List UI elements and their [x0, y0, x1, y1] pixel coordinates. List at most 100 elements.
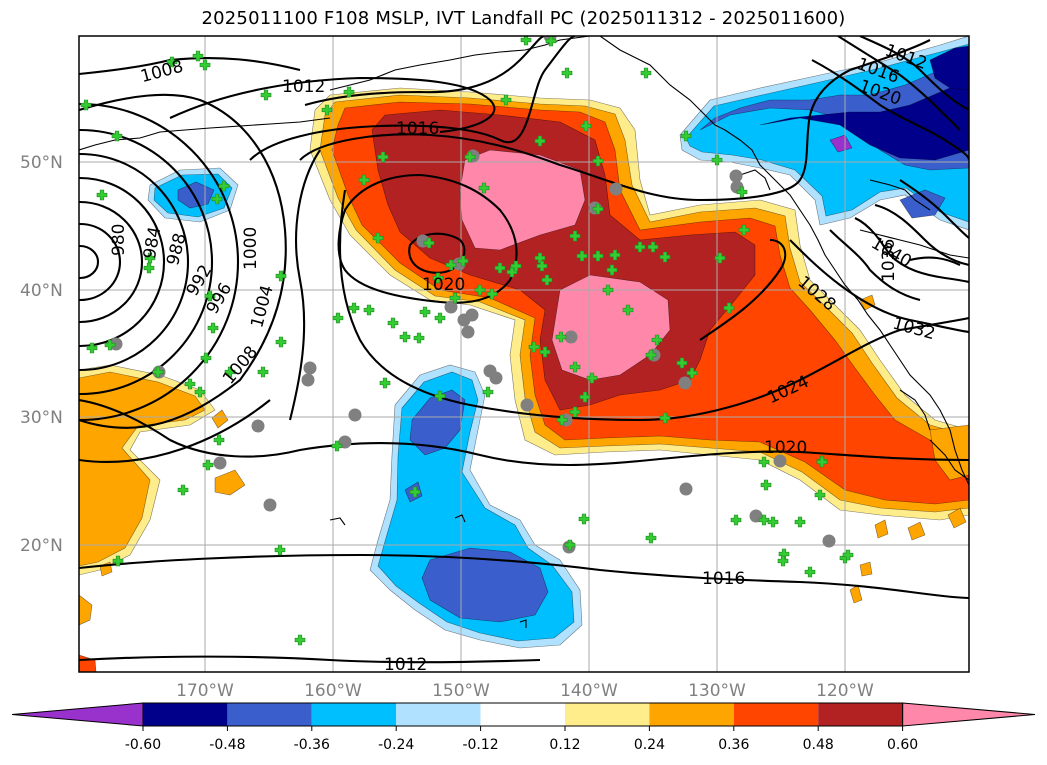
latitude-labels: 50°N 40°N 30°N 20°N: [20, 153, 63, 556]
station-cross-marker: [192, 50, 204, 62]
station-cross-marker: [111, 130, 123, 142]
lon-label: 160°W: [304, 681, 362, 701]
station-cross-marker: [760, 479, 772, 491]
mslp-contours: [79, 36, 969, 664]
station-markers: [80, 36, 854, 646]
station-cross-marker: [104, 339, 116, 351]
colorbar-segment: [733, 703, 819, 726]
station-circle-marker: [109, 337, 123, 351]
station-circle-marker: [465, 308, 479, 322]
station-circle-marker: [679, 482, 693, 496]
map-title: 2025011100 F108 MSLP, IVT Landfall PC (2…: [201, 8, 846, 29]
station-cross-marker: [569, 230, 581, 242]
station-cross-marker: [177, 484, 189, 496]
station-cross-marker: [434, 390, 446, 402]
station-cross-marker: [321, 104, 333, 116]
station-cross-marker: [767, 516, 779, 528]
station-circle-marker: [461, 325, 475, 339]
station-circle-marker: [773, 454, 787, 468]
station-cross-marker: [541, 274, 553, 286]
contour-label: 980: [109, 224, 129, 256]
colorbar-tick-label: -0.24: [378, 737, 414, 753]
station-cross-marker: [275, 336, 287, 348]
station-cross-marker: [622, 304, 634, 316]
lat-label: 30°N: [20, 408, 63, 428]
station-cross-marker: [207, 322, 219, 334]
colorbar-extend-left: [11, 702, 144, 727]
lon-label: 120°W: [816, 681, 874, 701]
station-cross-marker: [423, 237, 435, 249]
station-cross-marker: [816, 456, 828, 468]
station-cross-marker: [545, 36, 557, 47]
station-cross-marker: [576, 250, 588, 262]
station-cross-marker: [377, 151, 389, 163]
station-cross-marker: [686, 367, 698, 379]
station-cross-marker: [534, 135, 546, 147]
colorbar-tick-label: -0.48: [209, 737, 245, 753]
station-cross-marker: [482, 386, 494, 398]
station-cross-marker: [640, 67, 652, 79]
contour-label: 1016: [702, 569, 745, 589]
station-cross-marker: [332, 312, 344, 324]
station-cross-marker: [434, 312, 446, 324]
station-circle-marker: [609, 182, 623, 196]
colorbar-tick-label: 0.60: [887, 737, 918, 753]
station-cross-marker: [602, 284, 614, 296]
station-cross-marker: [457, 255, 469, 267]
station-circle-marker: [263, 498, 277, 512]
station-cross-marker: [213, 434, 225, 446]
station-cross-marker: [645, 532, 657, 544]
station-circle-marker: [348, 408, 362, 422]
station-cross-marker: [539, 346, 551, 358]
station-cross-marker: [569, 406, 581, 418]
station-cross-marker: [257, 366, 269, 378]
station-cross-marker: [500, 94, 512, 106]
station-cross-marker: [224, 366, 236, 378]
station-cross-marker: [556, 414, 568, 426]
station-cross-marker: [680, 130, 692, 142]
station-cross-marker: [647, 241, 659, 253]
colorbar-segment: [480, 703, 565, 726]
lon-label: 150°W: [432, 681, 490, 701]
station-cross-marker: [758, 456, 770, 468]
lon-label: 130°W: [688, 681, 746, 701]
station-cross-marker: [528, 341, 540, 353]
station-cross-marker: [218, 180, 230, 192]
map-frame: [78, 35, 970, 673]
lon-label: 140°W: [560, 681, 618, 701]
station-cross-marker: [211, 193, 223, 205]
station-cross-marker: [194, 386, 206, 398]
station-cross-marker: [738, 224, 750, 236]
longitude-labels: 170°W 160°W 150°W 140°W 130°W 120°W: [176, 681, 874, 701]
station-cross-marker: [144, 252, 156, 264]
station-cross-marker: [409, 486, 421, 498]
station-cross-marker: [494, 262, 506, 274]
station-cross-marker: [606, 264, 618, 276]
station-cross-marker: [736, 186, 748, 198]
station-cross-marker: [199, 59, 211, 71]
station-cross-marker: [659, 412, 671, 424]
station-cross-marker: [474, 284, 486, 296]
lat-label: 50°N: [20, 153, 63, 173]
station-cross-marker: [536, 260, 548, 272]
station-cross-marker: [580, 120, 592, 132]
station-cross-marker: [777, 555, 789, 567]
station-cross-marker: [202, 459, 214, 471]
station-cross-marker: [449, 292, 461, 304]
contour-label: 1000: [241, 227, 261, 270]
colorbar-labels: -0.60 -0.48 -0.36 -0.24 -0.12 0.12 0.24 0.36 0.4…: [125, 726, 918, 753]
station-cross-marker: [112, 555, 124, 567]
station-cross-marker: [143, 262, 155, 274]
station-circle-marker: [822, 534, 836, 548]
station-cross-marker: [564, 539, 576, 551]
colorbar-tick-label: 0.48: [803, 737, 834, 753]
station-cross-marker: [555, 331, 567, 343]
lat-label: 20°N: [20, 536, 63, 556]
station-circle-marker: [213, 456, 227, 470]
station-cross-marker: [711, 154, 723, 166]
lon-label: 170°W: [176, 681, 234, 701]
station-cross-marker: [634, 241, 646, 253]
lat-label: 40°N: [20, 281, 63, 301]
station-cross-marker: [331, 440, 343, 452]
station-cross-marker: [592, 203, 604, 215]
